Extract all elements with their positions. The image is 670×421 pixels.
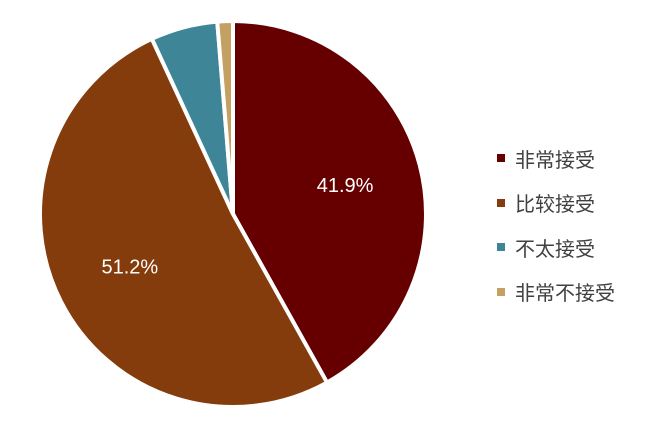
legend-swatch: [497, 198, 505, 207]
pie-slice: [38, 36, 330, 409]
pie-slice: [215, 18, 235, 215]
legend-item: 非常接受: [497, 136, 615, 181]
legend-swatch: [497, 287, 505, 296]
legend-label: 非常不接受: [515, 281, 615, 306]
data-label: 51.2%: [101, 257, 158, 279]
legend-item: 比较接受: [497, 181, 615, 226]
legend-label: 非常接受: [515, 147, 595, 172]
legend-item: 非常不接受: [497, 270, 615, 315]
data-label: 41.9%: [317, 175, 374, 197]
legend-label: 不太接受: [515, 236, 595, 261]
pie-slice: [231, 18, 428, 386]
legend: 非常接受比较接受不太接受非常不接受: [497, 136, 615, 314]
legend-swatch: [497, 154, 505, 163]
legend-label: 比较接受: [515, 192, 595, 217]
legend-swatch: [497, 243, 505, 252]
legend-item: 不太接受: [497, 225, 615, 270]
